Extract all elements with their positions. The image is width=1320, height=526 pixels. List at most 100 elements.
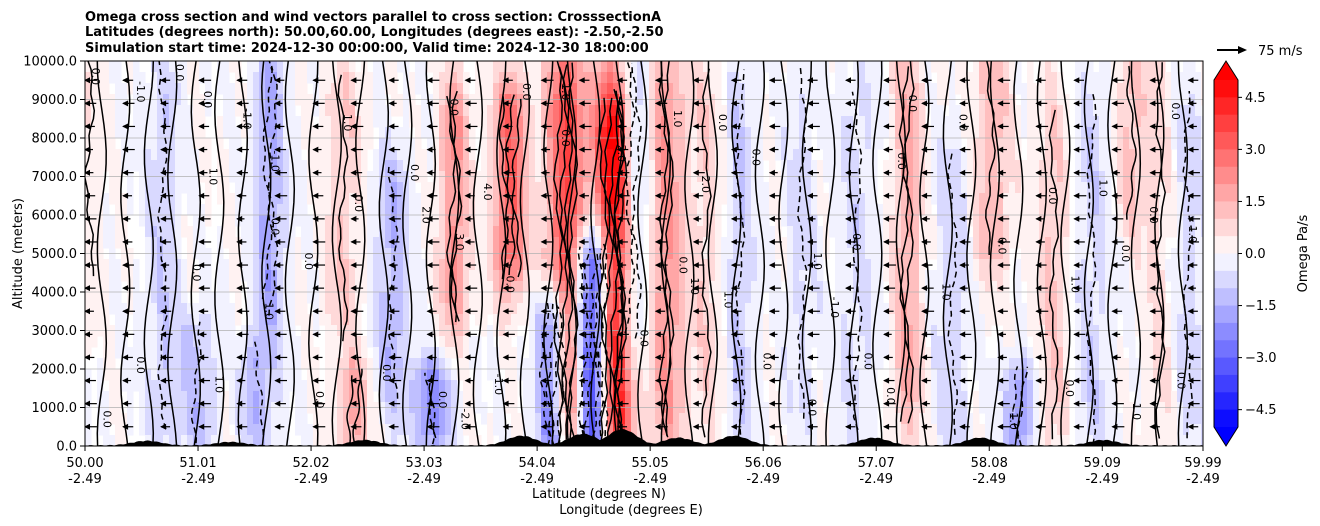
omega-cell [121,358,128,370]
omega-cell [979,303,986,315]
omega-cell [931,347,938,359]
omega-cell [163,160,170,172]
omega-cell [841,380,848,392]
omega-cell [121,116,128,128]
omega-cell [913,303,920,315]
omega-cell [487,193,494,205]
omega-cell [457,391,464,403]
omega-cell [799,270,806,282]
omega-cell [481,72,488,84]
omega-cell [769,292,776,304]
omega-cell [643,391,650,403]
omega-cell [223,281,230,293]
omega-cell [433,347,440,359]
omega-cell [361,259,368,271]
omega-cell [457,347,464,359]
omega-cell [757,424,764,436]
omega-cell [631,116,638,128]
omega-cell [295,116,302,128]
omega-cell [541,292,548,304]
omega-cell [631,380,638,392]
omega-cell [637,336,644,348]
omega-cell [307,270,314,282]
omega-cell [865,413,872,425]
omega-cell [649,358,656,370]
omega-cell [265,369,272,381]
omega-cell [961,127,968,139]
omega-cell [433,105,440,117]
omega-cell [865,270,872,282]
omega-cell [211,413,218,425]
omega-cell [565,347,572,359]
omega-cell [367,237,374,249]
omega-cell [145,149,152,161]
omega-cell [895,358,902,370]
omega-cell [259,391,266,403]
omega-cell [391,105,398,117]
omega-cell [607,292,614,304]
omega-cell [487,215,494,227]
omega-cell [343,116,350,128]
omega-cell [553,116,560,128]
omega-cell [157,303,164,315]
omega-cell [763,127,770,139]
omega-cell [97,303,104,315]
omega-cell [115,72,122,84]
omega-cell [559,336,566,348]
omega-cell [91,127,98,139]
omega-cell [841,358,848,370]
omega-cell [841,270,848,282]
omega-cell [865,237,872,249]
omega-cell [409,270,416,282]
omega-cell [361,369,368,381]
omega-cell [559,193,566,205]
omega-cell [97,105,104,117]
omega-cell [397,259,404,271]
omega-cell [589,380,596,392]
omega-cell [319,182,326,194]
omega-cell [727,149,734,161]
omega-cell [133,127,140,139]
omega-cell [529,259,536,271]
omega-cell [805,292,812,304]
omega-cell [637,270,644,282]
omega-cell [175,116,182,128]
omega-cell [895,292,902,304]
omega-cell [319,160,326,172]
omega-cell [661,391,668,403]
omega-cell [985,127,992,139]
omega-cell [589,314,596,326]
omega-cell [691,424,698,436]
omega-cell [97,127,104,139]
omega-cell [793,127,800,139]
omega-cell [325,347,332,359]
omega-cell [955,182,962,194]
omega-cell [577,72,584,84]
omega-cell [85,83,92,95]
omega-cell [787,127,794,139]
omega-cell [133,149,140,161]
omega-cell [961,116,968,128]
omega-cell [853,61,860,73]
omega-cell [715,182,722,194]
omega-cell [811,413,818,425]
omega-cell [571,237,578,249]
omega-cell [445,72,452,84]
omega-cell [637,182,644,194]
omega-cell [583,314,590,326]
omega-cell [385,369,392,381]
omega-cell [673,336,680,348]
omega-cell [697,391,704,403]
omega-cell [331,314,338,326]
omega-cell [121,270,128,282]
omega-cell [907,391,914,403]
omega-cell [517,127,524,139]
omega-cell [865,281,872,293]
omega-cell [151,292,158,304]
omega-cell [775,215,782,227]
omega-cell [205,369,212,381]
omega-cell [841,61,848,73]
omega-cell [793,72,800,84]
omega-cell [583,127,590,139]
omega-cell [967,281,974,293]
